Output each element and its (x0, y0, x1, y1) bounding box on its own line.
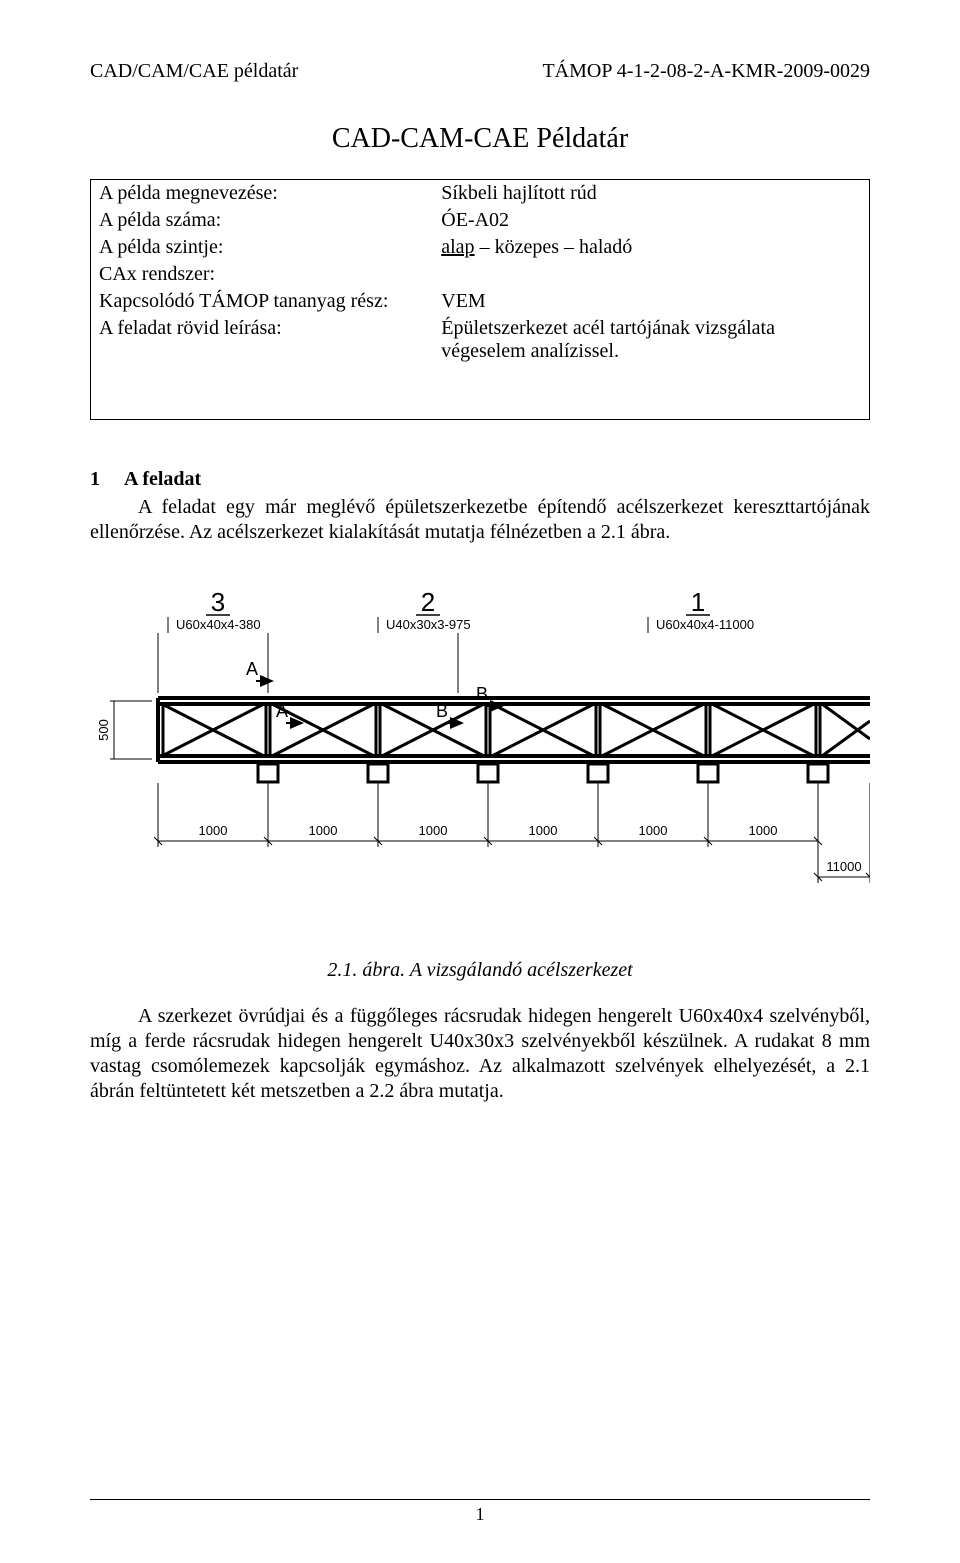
info-key: A példa megnevezése: (91, 180, 434, 208)
svg-text:11000: 11000 (826, 859, 861, 874)
info-row: CAx rendszer: (91, 261, 870, 288)
header-left: CAD/CAM/CAE példatár (90, 60, 298, 83)
section-number: 1 (90, 468, 124, 491)
info-row: A példa száma:ÓE-A02 (91, 207, 870, 234)
info-key: A példa száma: (91, 207, 434, 234)
svg-text:500: 500 (96, 719, 111, 741)
info-value: Síkbeli hajlított rúd (433, 180, 869, 208)
page-footer: 1 (90, 1499, 870, 1525)
page-number: 1 (476, 1504, 485, 1524)
svg-text:3: 3 (211, 587, 225, 617)
paragraph-after-figure: A szerkezet övrúdjai és a függőleges rác… (90, 1004, 870, 1104)
info-value: ÓE-A02 (433, 207, 869, 234)
page-header: CAD/CAM/CAE példatár TÁMOP 4-1-2-08-2-A-… (90, 60, 870, 83)
svg-text:1000: 1000 (749, 823, 778, 838)
figure-2-1: 3U60x40x4-380 2U40x30x3-975 1U60x40x4-1100… (90, 573, 870, 933)
svg-text:1: 1 (691, 587, 705, 617)
header-right: TÁMOP 4-1-2-08-2-A-KMR-2009-0029 (542, 60, 870, 83)
svg-text:A: A (246, 659, 258, 679)
section-title: A feladat (124, 468, 201, 490)
svg-text:A: A (276, 701, 288, 721)
info-key: A feladat rövid leírása: (91, 315, 434, 365)
info-key: Kapcsolódó TÁMOP tananyag rész: (91, 288, 434, 315)
svg-text:2: 2 (421, 587, 435, 617)
info-value: alap – közepes – haladó (433, 234, 869, 261)
info-value: Épületszerkezet acél tartójának vizsgála… (433, 315, 869, 365)
info-row: A példa megnevezése:Síkbeli hajlított rú… (91, 180, 870, 208)
info-row-blank (91, 392, 870, 420)
document-title: CAD-CAM-CAE Példatár (90, 123, 870, 155)
svg-text:1000: 1000 (419, 823, 448, 838)
figure-caption: 2.1. ábra. A vizsgálandó acélszerkezet (90, 959, 870, 982)
svg-text:1000: 1000 (639, 823, 668, 838)
info-row: A feladat rövid leírása:Épületszerkezet … (91, 315, 870, 365)
info-key: CAx rendszer: (91, 261, 434, 288)
svg-text:B: B (476, 684, 488, 704)
svg-text:1000: 1000 (309, 823, 338, 838)
truss-diagram: 3U60x40x4-380 2U40x30x3-975 1U60x40x4-1100… (90, 573, 870, 933)
svg-text:U60x40x4-11000: U60x40x4-11000 (656, 617, 754, 632)
info-value: VEM (433, 288, 869, 315)
section-heading-1: 1A feladat (90, 468, 870, 491)
section1-paragraph: A feladat egy már meglévő épületszerkeze… (90, 495, 870, 545)
info-row: A példa szintje:alap – közepes – haladó (91, 234, 870, 261)
info-table: A példa megnevezése:Síkbeli hajlított rú… (90, 179, 870, 420)
svg-text:B: B (436, 701, 448, 721)
svg-text:U60x40x4-380: U60x40x4-380 (176, 617, 261, 632)
svg-text:U40x30x3-975: U40x30x3-975 (386, 617, 471, 632)
info-row-blank (91, 365, 870, 392)
svg-text:1000: 1000 (529, 823, 558, 838)
svg-text:1000: 1000 (199, 823, 228, 838)
info-key: A példa szintje: (91, 234, 434, 261)
info-value (433, 261, 869, 288)
info-row: Kapcsolódó TÁMOP tananyag rész:VEM (91, 288, 870, 315)
